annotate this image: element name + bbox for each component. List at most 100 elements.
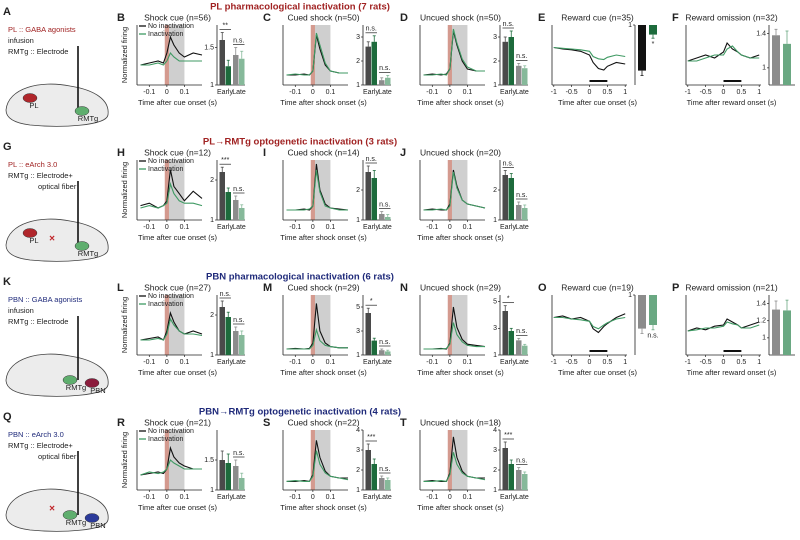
bar-group-label: Late bbox=[232, 224, 246, 231]
legend-label: No inactivation bbox=[148, 158, 194, 165]
bar-group-label: Late bbox=[378, 224, 392, 231]
bar bbox=[385, 217, 391, 220]
diagram-text: PL :: eArch 3.0 bbox=[8, 160, 57, 169]
x-tick-label: -1 bbox=[551, 89, 557, 96]
panel-letter: G bbox=[3, 141, 12, 153]
significance-label: n.s. bbox=[503, 21, 514, 28]
brain-region bbox=[62, 510, 78, 520]
bar bbox=[379, 214, 385, 220]
bar bbox=[508, 464, 514, 490]
bar bbox=[379, 80, 385, 85]
shock-marker bbox=[310, 25, 315, 85]
bar-y-tick-label: 5 bbox=[493, 299, 497, 306]
x-axis-label: Time after cue onset (s) bbox=[138, 368, 217, 377]
panel-title: Cued shock (n=14) bbox=[287, 147, 359, 157]
panel-title: Reward omission (n=21) bbox=[685, 282, 778, 292]
x-tick-label: 1 bbox=[757, 359, 761, 366]
significance-label: n.s. bbox=[379, 201, 390, 208]
bar bbox=[502, 41, 508, 85]
x-tick-label: -0.5 bbox=[700, 359, 712, 366]
panel-letter: F bbox=[672, 12, 679, 24]
significance-label: n.s. bbox=[366, 156, 377, 163]
bar bbox=[365, 172, 371, 220]
bar bbox=[225, 463, 231, 490]
bar-y-tick-label: 1 bbox=[356, 217, 360, 224]
x-tick-label: -0.1 bbox=[289, 224, 301, 231]
bar-y-tick-label: 1 bbox=[628, 22, 632, 29]
bar bbox=[385, 351, 391, 355]
x-tick-label: 0.1 bbox=[463, 359, 473, 366]
bar bbox=[502, 175, 508, 220]
y-axis-label: Normalized firing bbox=[120, 297, 129, 353]
trace bbox=[286, 327, 348, 350]
trace bbox=[140, 181, 203, 209]
panel-title: Shock cue (n=21) bbox=[144, 417, 211, 427]
bar bbox=[233, 466, 239, 490]
significance-label: *** bbox=[504, 432, 512, 439]
shock-marker bbox=[447, 160, 452, 220]
bar bbox=[371, 340, 377, 355]
significance-label: n.s. bbox=[503, 160, 514, 167]
trace bbox=[553, 46, 626, 61]
bar-group-label: Late bbox=[378, 359, 392, 366]
x-tick-label: -1 bbox=[551, 359, 557, 366]
significance-label: n.s. bbox=[516, 328, 527, 335]
y-axis-label: Normalized firing bbox=[120, 432, 129, 488]
x-tick-label: 0.1 bbox=[463, 224, 473, 231]
x-axis-label: Time after cue onset (s) bbox=[138, 98, 217, 107]
panel-letter: H bbox=[117, 147, 125, 159]
x-tick-label: 0 bbox=[165, 224, 169, 231]
significance-label: n.s. bbox=[516, 457, 527, 464]
bar bbox=[772, 35, 780, 85]
bar-group-label: Late bbox=[515, 89, 529, 96]
region-label: RMTg bbox=[78, 114, 98, 123]
bar bbox=[219, 40, 225, 85]
diagram-text: RMTg :: Electrode bbox=[8, 47, 68, 56]
bar bbox=[239, 478, 245, 490]
x-tick-label: -0.1 bbox=[289, 359, 301, 366]
row-title: PBN pharmacological inactivation (6 rats… bbox=[206, 272, 394, 283]
x-tick-label: 0 bbox=[165, 494, 169, 501]
diagram-text: optical fiber bbox=[38, 182, 77, 191]
bar-y-tick-label: 1 bbox=[210, 217, 214, 224]
shock-marker bbox=[447, 25, 452, 85]
significance-label: n.s. bbox=[379, 466, 390, 473]
panel-letter: O bbox=[538, 282, 547, 294]
bar bbox=[365, 313, 371, 355]
x-axis-label: Time after cue onset (s) bbox=[558, 98, 637, 107]
bar-y-tick-label: 2 bbox=[493, 58, 497, 65]
bar-group-label: Early bbox=[217, 359, 233, 366]
bar-group-label: Late bbox=[515, 494, 529, 501]
panel-letter: N bbox=[400, 282, 408, 294]
bar bbox=[225, 66, 231, 85]
bar bbox=[508, 37, 514, 85]
bar bbox=[233, 331, 239, 355]
bar bbox=[508, 178, 514, 220]
x-tick-label: 0 bbox=[448, 494, 452, 501]
legend-label: No inactivation bbox=[148, 428, 194, 435]
bar bbox=[772, 309, 780, 355]
bar bbox=[233, 55, 239, 85]
analysis-window bbox=[166, 430, 185, 490]
bar-y-tick-label: 1.4 bbox=[756, 30, 766, 37]
diagram-text: infusion bbox=[8, 36, 34, 45]
bar bbox=[379, 478, 385, 490]
x-tick-label: 0 bbox=[311, 89, 315, 96]
x-tick-label: 0.1 bbox=[463, 494, 473, 501]
diagram-text: PBN :: eArch 3.0 bbox=[8, 430, 64, 439]
bar-group-label: Early bbox=[217, 224, 233, 231]
bar bbox=[638, 25, 646, 71]
trace bbox=[140, 317, 203, 341]
trace bbox=[286, 32, 348, 76]
bar bbox=[219, 307, 225, 355]
bar-group-label: Late bbox=[378, 89, 392, 96]
x-tick-label: 0.5 bbox=[736, 359, 746, 366]
panel-letter: M bbox=[263, 282, 272, 294]
x-tick-label: 0 bbox=[722, 359, 726, 366]
x-tick-label: -0.1 bbox=[143, 224, 155, 231]
bar bbox=[365, 46, 371, 85]
x-axis-label: Time after cue onset (s) bbox=[138, 233, 217, 242]
trace bbox=[553, 46, 626, 71]
analysis-window bbox=[449, 25, 468, 85]
brain-outline bbox=[5, 488, 109, 532]
